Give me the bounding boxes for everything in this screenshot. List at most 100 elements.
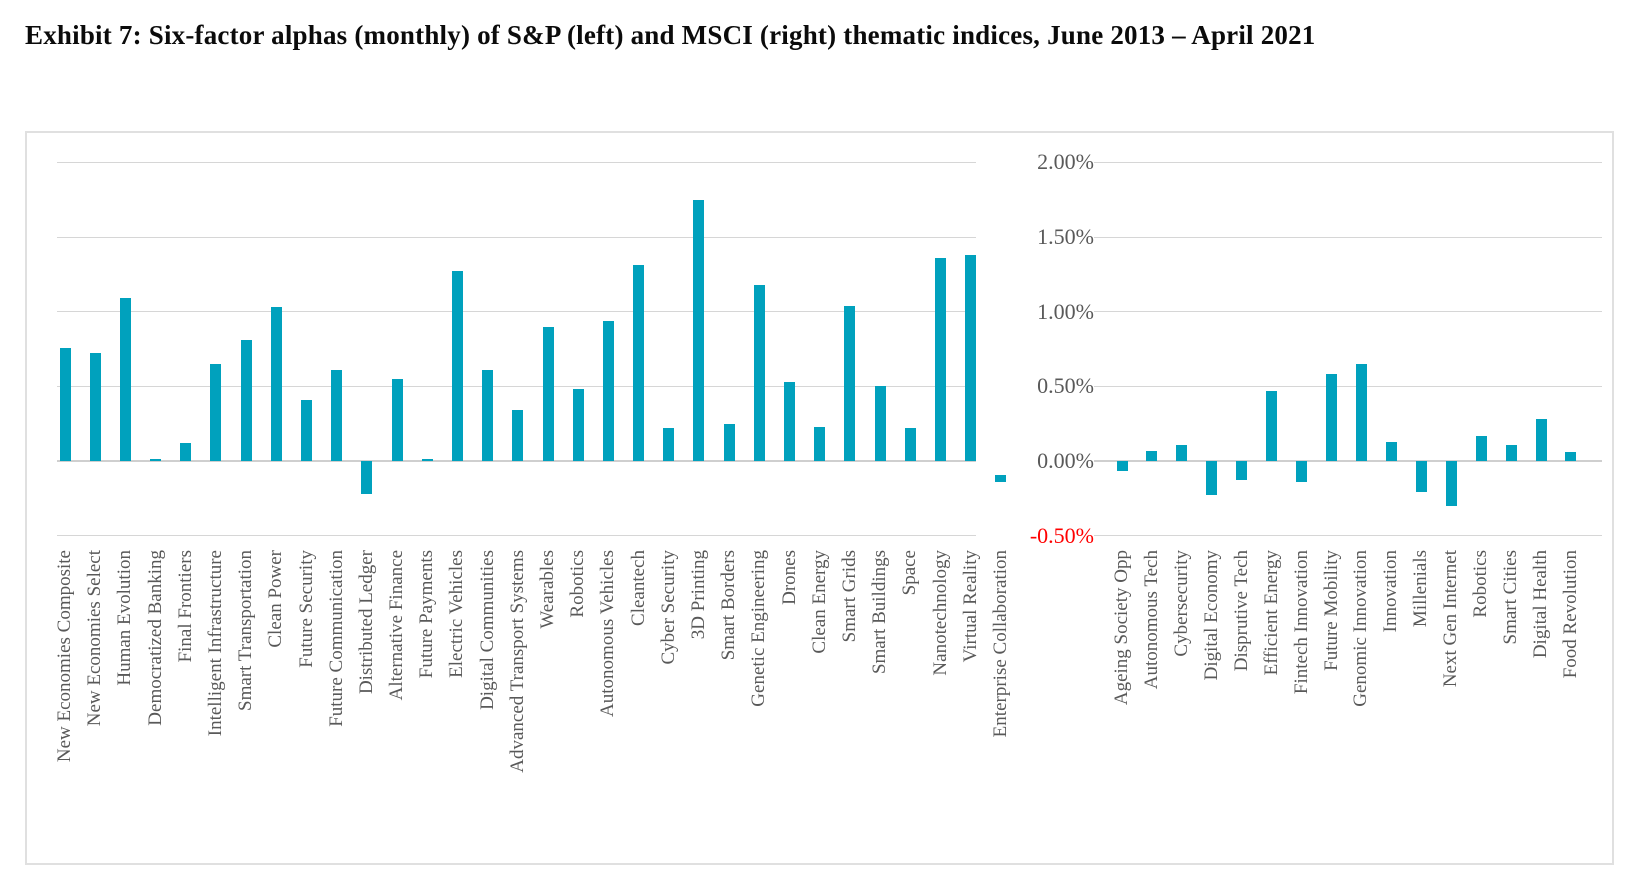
bar-future-security bbox=[301, 399, 313, 461]
x-category-label-smart-buildings: Smart Buildings bbox=[869, 550, 891, 675]
x-category-label-cleantech: Cleantech bbox=[627, 550, 649, 626]
bar-millenials bbox=[1415, 461, 1427, 493]
bar-virtual-reality bbox=[965, 254, 977, 461]
y-tick-label: 0.00% bbox=[976, 447, 1094, 475]
x-category-label-future-communication: Future Communication bbox=[325, 550, 347, 727]
x-category-label-next-gen-internet: Next Gen Internet bbox=[1440, 550, 1462, 688]
bar-intelligent-infrastructure bbox=[210, 363, 222, 461]
x-category-label-fintech-innovation: Fintech Innovation bbox=[1290, 550, 1312, 695]
bar-clean-power bbox=[270, 307, 282, 461]
bar-fintech-innovation bbox=[1296, 461, 1308, 482]
bar-advanced-transport-systems bbox=[512, 410, 524, 461]
x-category-label-distributed-ledger: Distributed Ledger bbox=[355, 550, 377, 695]
bar-cybersecurity bbox=[1176, 444, 1188, 461]
bar-autonomous-tech bbox=[1146, 450, 1158, 461]
bar-genomic-innovation bbox=[1355, 363, 1367, 461]
x-category-label-future-mobility: Future Mobility bbox=[1320, 550, 1342, 671]
bar-human-evolution bbox=[119, 298, 131, 461]
bar-democratized-banking bbox=[150, 459, 162, 461]
bar-disprutive-tech bbox=[1236, 461, 1248, 481]
x-category-label-alternative-finance: Alternative Finance bbox=[386, 550, 408, 701]
x-category-label-virtual-reality: Virtual Reality bbox=[959, 550, 981, 663]
bar-alternative-finance bbox=[391, 378, 403, 461]
bar-3d-printing bbox=[693, 199, 705, 461]
y-grid-line-1.50 bbox=[57, 236, 1602, 238]
x-category-label-genomic-innovation: Genomic Innovation bbox=[1350, 550, 1372, 707]
x-category-label-advanced-transport-systems: Advanced Transport Systems bbox=[506, 550, 528, 773]
bar-smart-borders bbox=[723, 423, 735, 461]
y-tick-label: -0.50% bbox=[976, 521, 1094, 550]
x-category-label-final-frontiers: Final Frontiers bbox=[174, 550, 196, 663]
x-category-label-new-economies-composite: New Economies Composite bbox=[54, 550, 75, 763]
x-category-label-cybersecurity: Cybersecurity bbox=[1170, 550, 1192, 657]
x-category-label-smart-grids: Smart Grids bbox=[838, 550, 860, 643]
y-grid-line-0.50 bbox=[57, 385, 1602, 387]
chart-plot-area: 2.00% 1.50% 1.00% 0.50% 0.00% -0.50% New Econo… bbox=[25, 131, 1614, 865]
y-grid-line-0.00 bbox=[57, 460, 1602, 462]
y-grid-line--0.50 bbox=[57, 535, 1602, 537]
x-category-label-smart-cities: Smart Cities bbox=[1500, 550, 1522, 645]
bar-smart-buildings bbox=[874, 386, 886, 461]
y-tick-label: 0.50% bbox=[976, 372, 1094, 401]
x-category-label-smart-borders: Smart Borders bbox=[718, 550, 740, 661]
x-category-label-space: Space bbox=[899, 550, 921, 596]
x-category-label-intelligent-infrastructure: Intelligent Infrastructure bbox=[204, 550, 226, 737]
x-category-label-efficient-energy: Efficient Energy bbox=[1260, 550, 1282, 676]
bar-robotics bbox=[572, 389, 584, 461]
bar-smart-grids bbox=[844, 305, 856, 461]
x-category-label-cyber-security: Cyber Security bbox=[657, 550, 679, 665]
x-category-label-democratized-banking: Democratized Banking bbox=[144, 550, 166, 726]
bar-electric-vehicles bbox=[451, 271, 463, 461]
bar-next-gen-internet bbox=[1445, 461, 1457, 506]
x-category-label-autonomous-vehicles: Autonomous Vehicles bbox=[597, 550, 619, 717]
x-category-label-enterprise-collaboration: Enterprise Collaboration bbox=[989, 550, 1011, 738]
bar-distributed-ledger bbox=[361, 461, 373, 494]
bar-final-frontiers bbox=[180, 443, 192, 461]
y-tick-label: 1.00% bbox=[976, 297, 1094, 326]
x-category-label-digital-health: Digital Health bbox=[1530, 550, 1552, 659]
bar-clean-energy bbox=[814, 426, 826, 461]
bar-ageing-society-opp bbox=[1116, 461, 1128, 472]
bar-nanotechnology bbox=[935, 257, 946, 461]
x-category-label-nanotechnology: Nanotechnology bbox=[929, 550, 951, 676]
bar-new-economies-select bbox=[89, 353, 101, 461]
x-category-label-clean-power: Clean Power bbox=[265, 550, 287, 648]
bar-drones bbox=[784, 381, 796, 461]
bar-smart-transportation bbox=[240, 340, 252, 461]
x-category-label-autonomous-tech: Autonomous Tech bbox=[1140, 550, 1162, 690]
bar-future-payments bbox=[421, 459, 433, 461]
bar-efficient-energy bbox=[1266, 390, 1278, 461]
x-category-label-robotics: Robotics bbox=[567, 550, 589, 618]
x-category-label-smart-transportation: Smart Transportation bbox=[235, 550, 257, 711]
x-category-label-robotics: Robotics bbox=[1470, 550, 1492, 618]
bar-smart-cities bbox=[1505, 444, 1517, 461]
x-category-label-3d-printing: 3D Printing bbox=[687, 550, 709, 640]
bar-digital-communities bbox=[482, 369, 494, 461]
x-category-label-clean-energy: Clean Energy bbox=[808, 550, 830, 654]
bar-innovation bbox=[1385, 441, 1397, 461]
x-category-label-digital-economy: Digital Economy bbox=[1200, 550, 1222, 681]
bar-genetic-engineering bbox=[753, 284, 765, 461]
x-category-label-future-payments: Future Payments bbox=[416, 550, 438, 679]
x-category-label-human-evolution: Human Evolution bbox=[114, 550, 136, 686]
bar-cleantech bbox=[633, 265, 645, 461]
x-category-label-wearables: Wearables bbox=[537, 550, 559, 629]
x-category-label-genetic-engineering: Genetic Engineering bbox=[748, 550, 770, 707]
x-category-label-future-security: Future Security bbox=[295, 550, 317, 668]
bar-future-communication bbox=[331, 369, 343, 461]
y-grid-line-2.00 bbox=[57, 161, 1602, 163]
bar-wearables bbox=[542, 326, 554, 461]
x-category-label-ageing-society-opp: Ageing Society Opp bbox=[1111, 550, 1132, 706]
x-category-label-food-revolution: Food Revolution bbox=[1559, 550, 1581, 679]
bar-future-mobility bbox=[1326, 374, 1337, 461]
bar-food-revolution bbox=[1565, 452, 1577, 461]
bar-new-economies-composite bbox=[59, 347, 71, 461]
bar-robotics bbox=[1475, 435, 1487, 461]
x-category-label-innovation: Innovation bbox=[1380, 550, 1402, 633]
y-grid-line-1.00 bbox=[57, 311, 1602, 313]
bar-digital-economy bbox=[1206, 461, 1218, 496]
x-category-label-electric-vehicles: Electric Vehicles bbox=[446, 550, 468, 678]
bar-autonomous-vehicles bbox=[602, 320, 614, 461]
x-category-label-new-economies-select: New Economies Select bbox=[84, 550, 106, 727]
